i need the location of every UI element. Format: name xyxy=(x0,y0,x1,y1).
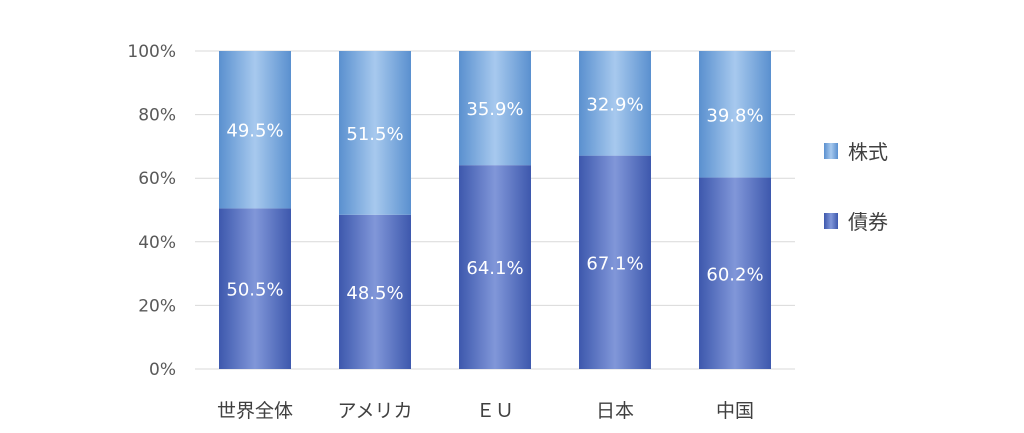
x-axis: 世界全体 アメリカ ＥＵ 日本 中国 xyxy=(217,400,754,422)
bar-segment xyxy=(699,177,771,369)
x-tick-label: 中国 xyxy=(716,400,754,422)
bar-segment xyxy=(219,51,291,209)
bar-segment xyxy=(699,51,771,178)
data-labels: 50.5% 49.5% 48.5% 51.5% 64.1% 35.9% 67.1% 32.9%… xyxy=(226,94,763,304)
data-label: 67.1% xyxy=(586,253,643,274)
x-tick-label: 世界全体 xyxy=(217,400,293,422)
bar-segment xyxy=(459,165,531,369)
legend-swatch xyxy=(824,143,838,159)
legend-label: 株式 xyxy=(848,140,888,164)
y-tick-label: 60% xyxy=(138,169,176,189)
legend-swatch xyxy=(824,213,838,229)
data-label: 49.5% xyxy=(226,121,283,142)
x-tick-label: アメリカ xyxy=(337,400,412,422)
data-label: 51.5% xyxy=(346,124,403,145)
data-label: 48.5% xyxy=(346,283,403,304)
data-label: 60.2% xyxy=(706,264,763,285)
y-tick-label: 40% xyxy=(138,233,176,253)
bar-segment xyxy=(339,51,411,215)
bar-segment xyxy=(579,155,651,369)
y-tick-label: 20% xyxy=(138,296,176,316)
x-tick-label: 日本 xyxy=(596,400,634,422)
y-tick-label: 0% xyxy=(149,360,176,380)
legend-label: 債券 xyxy=(848,210,888,234)
data-label: 32.9% xyxy=(586,94,643,115)
data-label: 39.8% xyxy=(706,105,763,126)
y-tick-label: 80% xyxy=(138,106,176,126)
bar-segment xyxy=(579,51,651,156)
bar-segment xyxy=(459,51,531,166)
data-label: 35.9% xyxy=(466,99,523,120)
y-tick-label: 100% xyxy=(127,42,176,62)
bar-segment xyxy=(339,214,411,369)
data-label: 64.1% xyxy=(466,258,523,279)
x-tick-label: ＥＵ xyxy=(476,400,514,422)
y-axis: 0% 20% 40% 60% 80% 100% xyxy=(127,42,176,380)
bars xyxy=(219,51,771,369)
data-label: 50.5% xyxy=(226,280,283,301)
bar-segment xyxy=(219,208,291,369)
